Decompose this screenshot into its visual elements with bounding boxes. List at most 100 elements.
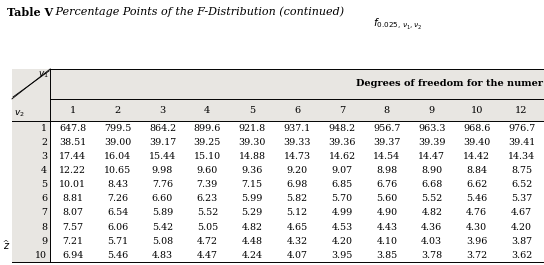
Text: 7.26: 7.26 — [107, 194, 128, 203]
Text: 4.99: 4.99 — [331, 209, 353, 217]
Text: 9.60: 9.60 — [197, 166, 218, 175]
Text: $f_{0.025,\,\nu_1,\nu_2}$: $f_{0.025,\,\nu_1,\nu_2}$ — [373, 17, 422, 32]
Text: Table V: Table V — [7, 7, 53, 18]
Text: 4.36: 4.36 — [421, 223, 442, 232]
Text: 9: 9 — [41, 237, 47, 246]
Text: $\mathit{v}_2$: $\mathit{v}_2$ — [14, 109, 24, 119]
Text: 6.60: 6.60 — [152, 194, 173, 203]
Text: 5.37: 5.37 — [511, 194, 532, 203]
Text: 3.95: 3.95 — [331, 251, 353, 260]
Text: 4.07: 4.07 — [287, 251, 308, 260]
Text: Percentage Points of the F-Distribution (continued): Percentage Points of the F-Distribution … — [45, 7, 344, 17]
Text: 7.15: 7.15 — [242, 180, 263, 189]
Text: 8.98: 8.98 — [376, 166, 398, 175]
Text: 39.37: 39.37 — [373, 138, 400, 147]
Text: 5.29: 5.29 — [242, 209, 263, 217]
Text: 39.17: 39.17 — [149, 138, 176, 147]
Text: 963.3: 963.3 — [418, 124, 446, 133]
Text: 864.2: 864.2 — [149, 124, 176, 133]
Text: 10.65: 10.65 — [104, 166, 131, 175]
Text: 6: 6 — [294, 105, 300, 114]
Text: 4.20: 4.20 — [331, 237, 353, 246]
Text: 8.43: 8.43 — [107, 180, 128, 189]
Text: 3: 3 — [159, 105, 165, 114]
Text: 3.72: 3.72 — [466, 251, 487, 260]
Text: 6.68: 6.68 — [421, 180, 442, 189]
Text: 5.05: 5.05 — [197, 223, 218, 232]
Text: 7: 7 — [339, 105, 345, 114]
Text: $\mathit{v}_1$: $\mathit{v}_1$ — [38, 70, 48, 80]
Text: 4.30: 4.30 — [466, 223, 487, 232]
Text: 5.82: 5.82 — [287, 194, 308, 203]
Text: 1: 1 — [41, 124, 47, 133]
Text: 39.30: 39.30 — [239, 138, 266, 147]
Text: 921.8: 921.8 — [239, 124, 266, 133]
Text: 5.46: 5.46 — [466, 194, 487, 203]
Text: 4.90: 4.90 — [376, 209, 398, 217]
Text: 39.41: 39.41 — [508, 138, 535, 147]
Text: 937.1: 937.1 — [283, 124, 311, 133]
Text: 9.98: 9.98 — [152, 166, 173, 175]
Text: 39.36: 39.36 — [328, 138, 356, 147]
Text: 8.84: 8.84 — [466, 166, 487, 175]
Text: 4.32: 4.32 — [287, 237, 308, 246]
Text: 6.98: 6.98 — [287, 180, 308, 189]
Text: 9.07: 9.07 — [331, 166, 353, 175]
Text: 3.87: 3.87 — [511, 237, 532, 246]
Bar — [12, 99, 544, 121]
Text: 14.42: 14.42 — [463, 152, 490, 161]
Text: 39.00: 39.00 — [104, 138, 131, 147]
Text: 6.52: 6.52 — [511, 180, 532, 189]
Text: 6.76: 6.76 — [376, 180, 398, 189]
Text: 948.2: 948.2 — [329, 124, 356, 133]
Text: 4.76: 4.76 — [466, 209, 487, 217]
Text: 14.73: 14.73 — [283, 152, 311, 161]
Text: 5.99: 5.99 — [242, 194, 263, 203]
Text: 4.24: 4.24 — [242, 251, 263, 260]
Text: 5.70: 5.70 — [331, 194, 353, 203]
Text: 8.75: 8.75 — [511, 166, 532, 175]
Text: 6: 6 — [41, 194, 47, 203]
Text: 5.60: 5.60 — [376, 194, 398, 203]
Text: 6.85: 6.85 — [331, 180, 353, 189]
Text: 6.23: 6.23 — [197, 194, 218, 203]
Bar — [50, 121, 544, 262]
Bar — [12, 121, 50, 262]
Text: 4.67: 4.67 — [511, 209, 532, 217]
Text: 10: 10 — [35, 251, 47, 260]
Text: 4.03: 4.03 — [421, 237, 442, 246]
Text: 5.46: 5.46 — [107, 251, 128, 260]
Text: 4.43: 4.43 — [376, 223, 398, 232]
Bar — [12, 69, 544, 99]
Text: 5.08: 5.08 — [152, 237, 173, 246]
Text: 4.20: 4.20 — [511, 223, 532, 232]
Text: 5.71: 5.71 — [107, 237, 128, 246]
Text: 5.52: 5.52 — [421, 194, 442, 203]
Text: 799.5: 799.5 — [104, 124, 131, 133]
Text: 5.12: 5.12 — [287, 209, 308, 217]
Text: 14.34: 14.34 — [508, 152, 535, 161]
Text: 4.82: 4.82 — [242, 223, 263, 232]
Text: 38.51: 38.51 — [59, 138, 86, 147]
Text: 6.54: 6.54 — [107, 209, 128, 217]
Text: 39.25: 39.25 — [194, 138, 221, 147]
Text: 4.47: 4.47 — [197, 251, 218, 260]
Text: $\widehat{z}$: $\widehat{z}$ — [3, 238, 10, 252]
Text: 4.83: 4.83 — [152, 251, 173, 260]
Text: 3.96: 3.96 — [466, 237, 487, 246]
Text: 14.54: 14.54 — [373, 152, 400, 161]
Text: 968.6: 968.6 — [463, 124, 490, 133]
Text: 4.82: 4.82 — [421, 209, 442, 217]
Text: 6.94: 6.94 — [62, 251, 83, 260]
Text: 39.33: 39.33 — [283, 138, 311, 147]
Text: 4.65: 4.65 — [287, 223, 308, 232]
Text: 10: 10 — [471, 105, 483, 114]
Text: 7: 7 — [41, 209, 47, 217]
Text: 8: 8 — [384, 105, 390, 114]
Text: 5.42: 5.42 — [152, 223, 173, 232]
Text: 15.10: 15.10 — [194, 152, 221, 161]
Text: 7.39: 7.39 — [197, 180, 218, 189]
Text: 10.01: 10.01 — [59, 180, 86, 189]
Text: 2: 2 — [41, 138, 47, 147]
Text: 14.47: 14.47 — [418, 152, 446, 161]
